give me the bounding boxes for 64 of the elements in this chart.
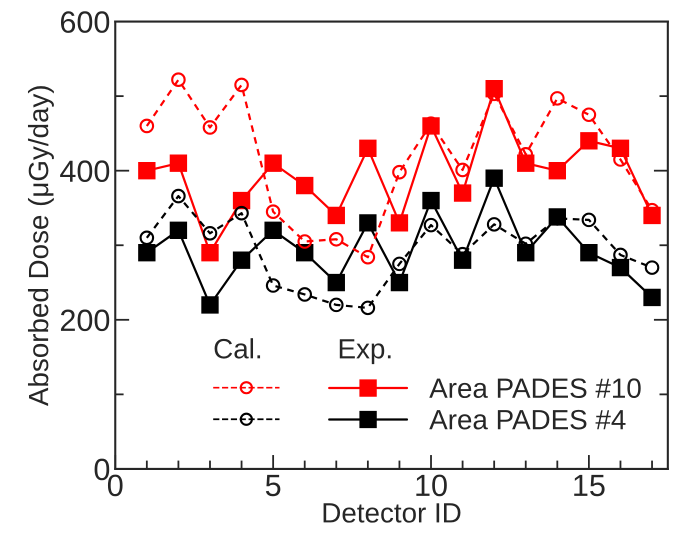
point: [392, 256, 407, 272]
point: [297, 234, 312, 249]
point: [170, 222, 188, 240]
point: [360, 250, 376, 264]
point: [424, 218, 438, 232]
point: [328, 232, 344, 247]
point: [138, 244, 156, 262]
point: [297, 287, 312, 302]
point: [138, 162, 156, 180]
point: [296, 176, 314, 194]
y-tick-label: 400: [60, 160, 110, 182]
point: [171, 72, 186, 88]
y-tick-label: 600: [60, 11, 110, 33]
point: [582, 107, 596, 122]
point: [550, 91, 565, 106]
point: [202, 226, 218, 241]
y-tick-label: 200: [60, 310, 110, 332]
x-tick-label: 0: [108, 474, 123, 496]
point: [328, 298, 344, 312]
point: [580, 244, 598, 262]
point: [392, 164, 407, 180]
y-axis-title: Absorbed Dose (μGy/day): [28, 86, 54, 406]
point: [580, 132, 598, 150]
point: [201, 244, 219, 262]
point: [328, 274, 345, 292]
x-tick-label: 10: [416, 474, 447, 496]
x-tick-label: 15: [574, 474, 605, 496]
point: [171, 188, 186, 204]
point: [140, 118, 154, 134]
legend-label: Area PADES #10: [429, 378, 641, 398]
point: [359, 140, 377, 157]
x-axis-title: Detector ID: [324, 503, 460, 523]
point: [455, 162, 470, 178]
point: [170, 154, 188, 172]
point: [202, 120, 218, 135]
point: [644, 260, 660, 275]
point: [234, 78, 249, 92]
y-tick-label: 0: [94, 458, 110, 480]
point: [232, 251, 250, 269]
point: [486, 217, 502, 232]
point: [266, 204, 280, 219]
point: [140, 230, 154, 246]
point: [390, 274, 408, 292]
point: [264, 154, 282, 172]
point: [264, 222, 282, 240]
point: [232, 192, 250, 210]
point: [266, 278, 280, 293]
point: [390, 214, 408, 232]
point: [643, 288, 661, 306]
x-tick-label: 5: [266, 474, 280, 496]
point: [612, 258, 630, 276]
annotation: Exp.: [340, 339, 391, 364]
point: [422, 192, 440, 210]
point: [454, 184, 472, 202]
annotation: Cal.: [214, 338, 260, 359]
point: [328, 206, 345, 224]
legend-label: Area PADES #4: [429, 410, 626, 430]
point: [201, 296, 219, 314]
point: [360, 300, 376, 316]
point: [485, 169, 503, 187]
point: [548, 162, 566, 180]
point: [359, 214, 377, 232]
point: [582, 212, 596, 228]
point: [234, 206, 249, 220]
